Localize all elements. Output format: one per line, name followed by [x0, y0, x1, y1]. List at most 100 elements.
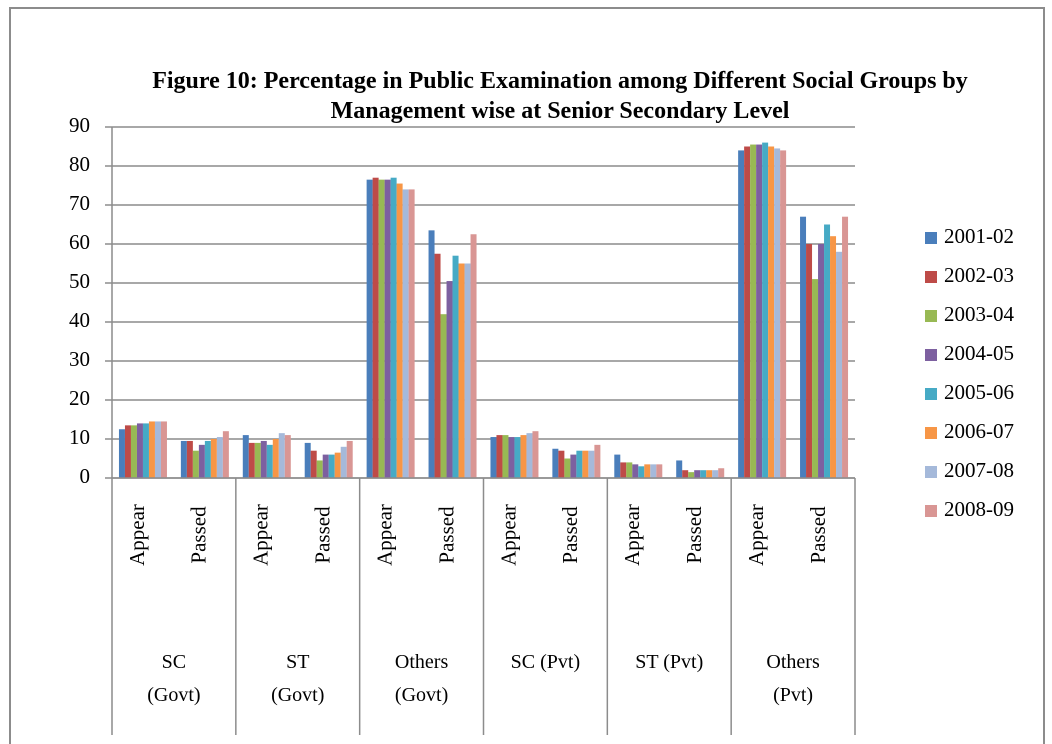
bar — [198, 444, 205, 478]
bar — [124, 425, 131, 478]
x-tick-label: Passed — [434, 506, 458, 564]
group-label: SC (Govt) — [147, 651, 201, 706]
bar — [780, 150, 787, 478]
bar — [582, 450, 589, 478]
bar — [402, 189, 409, 478]
bar — [216, 437, 223, 478]
bar — [496, 435, 503, 478]
bar — [428, 230, 435, 478]
bar — [142, 423, 149, 478]
legend-swatch — [925, 388, 937, 400]
bar — [130, 425, 137, 478]
bar — [842, 216, 849, 478]
y-tick-label: 10 — [69, 425, 90, 449]
bar — [440, 314, 447, 478]
bar — [514, 437, 521, 478]
bar — [576, 450, 583, 478]
bar — [824, 224, 831, 478]
x-tick-label: Appear — [620, 504, 644, 566]
bar — [266, 444, 273, 478]
bar — [532, 431, 539, 478]
bar — [650, 464, 657, 478]
y-tick-label: 20 — [69, 386, 90, 410]
bar — [378, 179, 385, 478]
bar — [204, 440, 211, 478]
bar — [638, 466, 645, 478]
bar — [626, 462, 633, 478]
bar — [322, 454, 329, 478]
bar — [774, 148, 781, 478]
legend-swatch — [925, 232, 937, 244]
bar — [186, 440, 193, 478]
bar — [464, 263, 471, 478]
bar — [136, 423, 143, 478]
bar — [160, 421, 167, 478]
bar — [520, 435, 527, 478]
bar — [316, 460, 323, 478]
legend-label: 2002-03 — [944, 263, 1014, 287]
bar — [278, 433, 285, 478]
chart-border — [9, 7, 1045, 744]
bar — [396, 183, 403, 479]
group-label: SC (Pvt) — [510, 651, 581, 673]
bar — [712, 470, 719, 478]
bar — [148, 421, 155, 478]
bar — [552, 448, 559, 478]
y-tick-label: 70 — [69, 191, 90, 215]
bar — [490, 437, 497, 478]
y-tick-label: 80 — [69, 152, 90, 176]
legend-swatch — [925, 349, 937, 361]
legend-swatch — [925, 310, 937, 322]
bar — [738, 150, 745, 478]
bar — [508, 437, 515, 478]
bar — [694, 470, 701, 478]
y-tick-label: 60 — [69, 230, 90, 254]
bar — [154, 421, 161, 478]
x-tick-label: Passed — [558, 506, 582, 564]
chart-title: Figure 10: Percentage in Public Examinat… — [152, 68, 968, 124]
bar — [750, 144, 757, 479]
bar — [328, 454, 335, 478]
x-tick-label: Appear — [125, 504, 149, 566]
legend-label: 2005-06 — [944, 380, 1014, 404]
bar — [620, 462, 627, 478]
x-tick-label: Appear — [496, 504, 520, 566]
group-label: ST (Govt) — [271, 651, 325, 706]
y-tick-label: 40 — [69, 308, 90, 332]
bar — [644, 464, 651, 478]
legend-swatch — [925, 505, 937, 517]
bar — [632, 464, 639, 478]
x-tick-label: Passed — [187, 506, 211, 564]
bar — [452, 255, 459, 478]
bar — [676, 460, 683, 478]
bar — [310, 450, 317, 478]
bar — [812, 279, 819, 478]
bar — [564, 458, 571, 478]
legend-swatch — [925, 466, 937, 478]
bar — [242, 435, 249, 478]
legend-label: 2003-04 — [944, 302, 1014, 326]
bar — [588, 450, 595, 478]
x-tick-label: Appear — [744, 504, 768, 566]
bar — [836, 251, 843, 478]
bar — [284, 435, 291, 478]
bar — [334, 452, 341, 478]
bar — [260, 440, 267, 478]
legend-label: 2006-07 — [944, 419, 1014, 443]
legend-swatch — [925, 271, 937, 283]
bar — [192, 450, 199, 478]
bar — [762, 142, 769, 478]
bar — [806, 244, 813, 478]
bar — [570, 454, 577, 478]
bar — [434, 253, 441, 478]
bar — [366, 179, 373, 478]
bar — [180, 440, 187, 478]
bar — [446, 281, 453, 478]
bar — [222, 431, 229, 478]
legend-label: 2001-02 — [944, 224, 1014, 248]
legend-label: 2004-05 — [944, 341, 1014, 365]
x-tick-label: Appear — [372, 504, 396, 566]
bar — [558, 450, 565, 478]
